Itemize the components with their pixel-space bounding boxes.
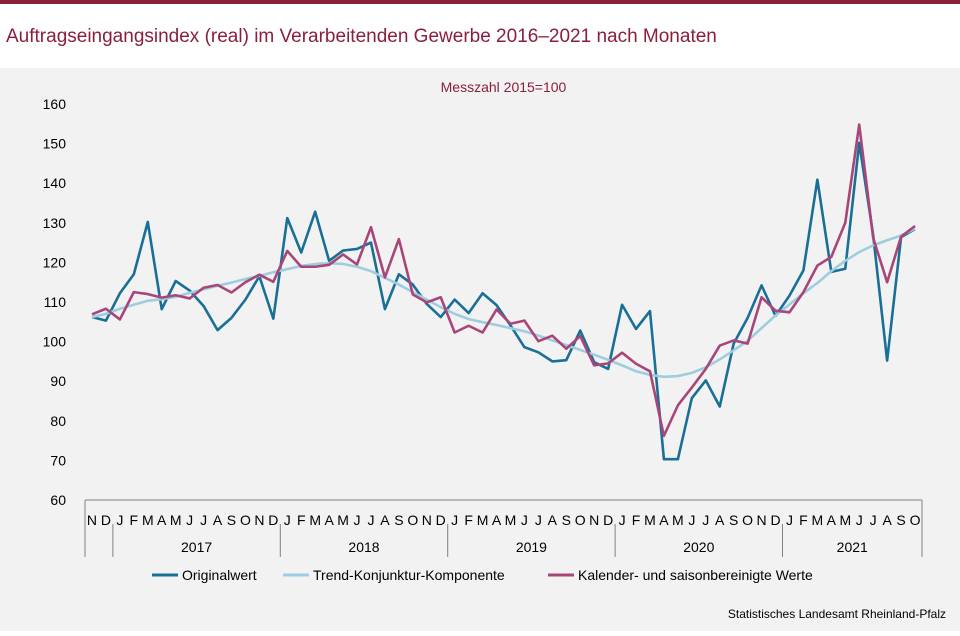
year-label: 2019	[516, 539, 547, 555]
x-tick-label: M	[505, 512, 517, 528]
x-tick-label: J	[186, 512, 193, 528]
year-label: 2020	[683, 539, 714, 555]
accent-bar	[0, 0, 960, 4]
x-tick-label: O	[407, 512, 418, 528]
x-tick-label: J	[786, 512, 793, 528]
year-label: 2021	[837, 539, 868, 555]
y-tick-label: 60	[50, 492, 66, 508]
x-tick-label: D	[770, 512, 780, 528]
x-tick-label: A	[659, 512, 669, 528]
x-tick-label: M	[477, 512, 489, 528]
x-tick-label: O	[240, 512, 251, 528]
x-tick-label: A	[492, 512, 502, 528]
x-tick-label: D	[603, 512, 613, 528]
chart-subtitle: Messzahl 2015=100	[441, 79, 567, 95]
x-tick-label: F	[297, 512, 306, 528]
year-label: 2017	[181, 539, 212, 555]
y-tick-label: 120	[43, 254, 67, 270]
source-note: Statistisches Landesamt Rheinland-Pfalz	[727, 607, 946, 621]
year-label: 2018	[348, 539, 379, 555]
x-tick-label: M	[142, 512, 154, 528]
legend-label: Trend-Konjunktur-Komponente	[313, 567, 505, 583]
x-tick-label: J	[702, 512, 709, 528]
x-tick-label: F	[799, 512, 808, 528]
y-tick-label: 150	[43, 136, 67, 152]
legend-label: Originalwert	[182, 567, 257, 583]
y-tick-label: 100	[43, 334, 67, 350]
x-tick-label: M	[672, 512, 684, 528]
x-tick-label: N	[422, 512, 432, 528]
x-tick-label: J	[856, 512, 863, 528]
x-tick-label: J	[367, 512, 374, 528]
x-tick-label: A	[213, 512, 223, 528]
x-tick-label: N	[757, 512, 767, 528]
x-tick-label: J	[619, 512, 626, 528]
chart-area: Messzahl 2015=100 60 70 80 90 100 110 120 130 140…	[0, 68, 960, 631]
chart-title: Auftragseingangsindex (real) im Verarbei…	[6, 26, 717, 47]
x-tick-label: A	[548, 512, 558, 528]
x-tick-label: M	[309, 512, 321, 528]
x-tick-label: A	[882, 512, 892, 528]
x-tick-label: J	[200, 512, 207, 528]
x-tick-label: J	[354, 512, 361, 528]
x-tick-label: D	[436, 512, 446, 528]
x-tick-label: J	[284, 512, 291, 528]
x-tick-label: O	[575, 512, 586, 528]
x-tick-label: M	[170, 512, 182, 528]
x-tick-label: J	[688, 512, 695, 528]
y-tick-label: 160	[43, 96, 67, 112]
x-tick-label: F	[130, 512, 139, 528]
y-tick-label: 90	[50, 373, 66, 389]
x-tick-label: M	[839, 512, 851, 528]
legend-label: Kalender- und saisonbereinigte Werte	[578, 567, 813, 583]
x-tick-label: S	[562, 512, 571, 528]
y-tick-label: 110	[44, 294, 67, 310]
x-tick-label: A	[157, 512, 167, 528]
x-tick-label: N	[589, 512, 599, 528]
x-tick-label: A	[715, 512, 725, 528]
y-tick-label: 80	[50, 413, 66, 429]
x-tick-label: J	[451, 512, 458, 528]
x-tick-label: O	[742, 512, 753, 528]
x-tick-label: M	[812, 512, 824, 528]
line-chart: Messzahl 2015=100 60 70 80 90 100 110 120 130 140…	[43, 79, 923, 583]
x-tick-label: M	[337, 512, 349, 528]
x-tick-label: N	[87, 512, 97, 528]
x-tick-label: S	[227, 512, 236, 528]
x-tick-label: A	[380, 512, 390, 528]
x-tick-label: N	[254, 512, 264, 528]
series-line	[91, 123, 916, 438]
x-tick-label: J	[521, 512, 528, 528]
x-tick-label: A	[827, 512, 837, 528]
series-line	[91, 141, 916, 461]
x-tick-label: J	[116, 512, 123, 528]
x-tick-label: S	[896, 512, 905, 528]
x-tick-label: F	[632, 512, 641, 528]
x-tick-label: A	[324, 512, 334, 528]
y-tick-label: 140	[43, 175, 67, 191]
x-tick-label: S	[729, 512, 738, 528]
x-tick-label: D	[268, 512, 278, 528]
x-tick-label: S	[394, 512, 403, 528]
series-line	[91, 227, 916, 379]
header: Auftragseingangsindex (real) im Verarbei…	[0, 4, 960, 66]
x-tick-label: F	[464, 512, 473, 528]
y-tick-label: 70	[50, 452, 66, 468]
x-tick-label: D	[101, 512, 111, 528]
x-tick-label: M	[644, 512, 656, 528]
x-tick-label: J	[870, 512, 877, 528]
x-tick-label: J	[535, 512, 542, 528]
x-tick-label: O	[910, 512, 921, 528]
y-tick-label: 130	[43, 215, 67, 231]
